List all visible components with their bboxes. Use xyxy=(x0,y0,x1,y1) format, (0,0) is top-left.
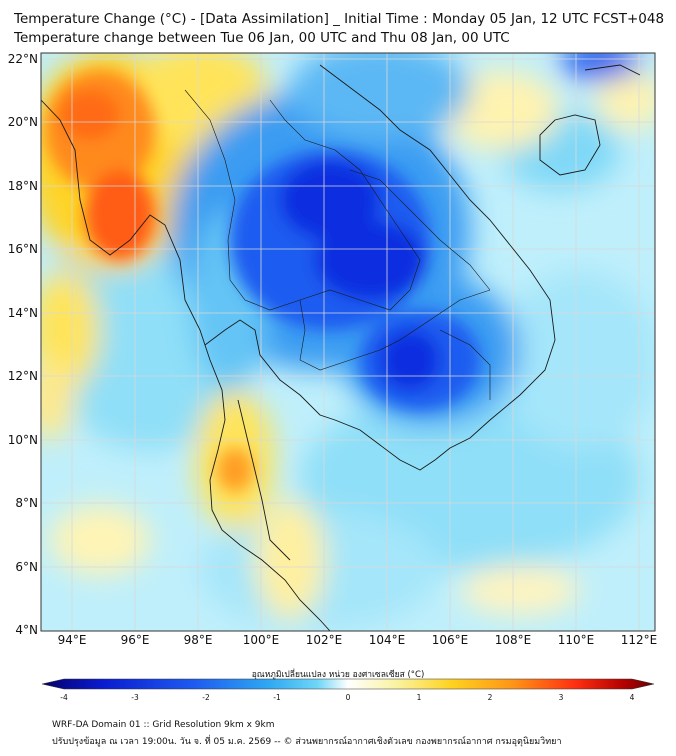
lon-label: 102°E xyxy=(305,633,343,647)
colorbar-tick: 4 xyxy=(629,693,635,702)
lon-label: 108°E xyxy=(494,633,532,647)
lat-label: 6°N xyxy=(15,560,38,574)
chart-title: Temperature Change (°C) - [Data Assimila… xyxy=(14,11,665,27)
graticule xyxy=(41,53,655,631)
lon-label: 94°E xyxy=(57,633,87,647)
lon-label: 106°E xyxy=(431,633,469,647)
colorbar-title: อุณหภูมิเปลี่ยนแปลง หน่วย องศาเซลเซียส (… xyxy=(251,670,425,680)
footer-model-info: WRF-DA Domain 01 :: Grid Resolution 9km … xyxy=(52,720,275,730)
colorbar-tick: 0 xyxy=(345,693,351,702)
footer-credit: ปรับปรุงข้อมูล ณ เวลา 19:00น. วัน จ. ที่… xyxy=(52,737,562,747)
map-field xyxy=(41,53,655,631)
lat-label: 20°N xyxy=(7,115,38,129)
colorbar-tick: 1 xyxy=(416,693,422,702)
colorbar-tick: 3 xyxy=(558,693,564,702)
map-frame xyxy=(40,52,656,632)
lat-label: 18°N xyxy=(7,179,38,193)
lat-label: 22°N xyxy=(7,52,38,66)
colorbar-tick: -4 xyxy=(60,693,68,702)
colorbar-tick: -1 xyxy=(273,693,281,702)
coastlines xyxy=(41,64,641,631)
lat-label: 4°N xyxy=(15,623,38,637)
lat-label: 10°N xyxy=(7,433,38,447)
lon-label: 110°E xyxy=(557,633,595,647)
lon-label: 104°E xyxy=(368,633,406,647)
colorbar-tick: -3 xyxy=(131,693,139,702)
colorbar-tick: -2 xyxy=(202,693,210,702)
lat-label: 16°N xyxy=(7,242,38,256)
lat-label: 14°N xyxy=(7,306,38,320)
lon-label: 100°E xyxy=(242,633,280,647)
chart-subtitle: Temperature change between Tue 06 Jan, 0… xyxy=(14,30,510,46)
lon-label: 112°E xyxy=(620,633,658,647)
colorbar-tick: 2 xyxy=(487,693,493,702)
lon-label: 98°E xyxy=(183,633,213,647)
lat-label: 12°N xyxy=(7,369,38,383)
colorbar xyxy=(41,678,655,690)
lon-label: 96°E xyxy=(120,633,150,647)
lat-label: 8°N xyxy=(15,496,38,510)
borders xyxy=(184,89,491,400)
